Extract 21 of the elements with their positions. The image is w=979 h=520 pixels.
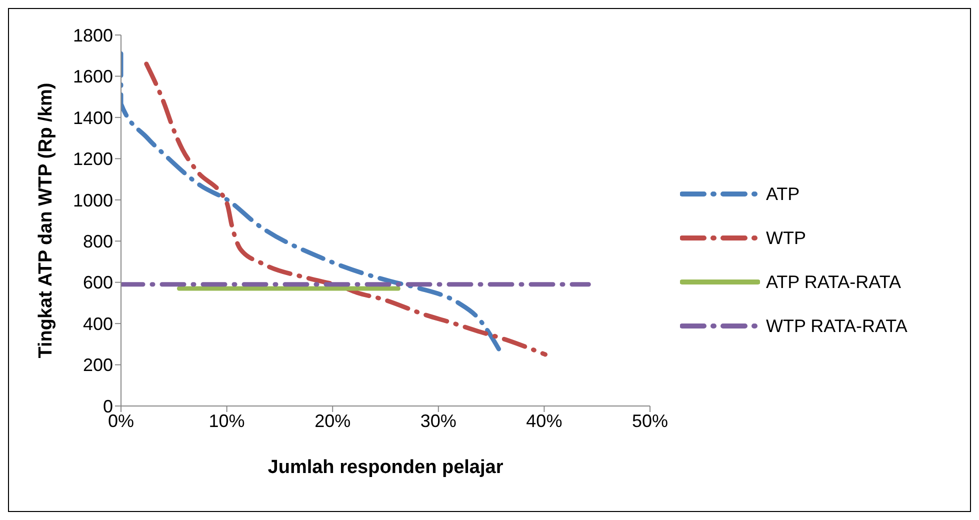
x-axis-title: Jumlah responden pelajar: [268, 457, 504, 478]
y-tick-label: 1000: [72, 190, 113, 210]
x-tick-label: 40%: [526, 410, 562, 431]
x-tick-label: 50%: [632, 410, 668, 431]
y-tick-label: 1800: [72, 25, 113, 46]
y-tick-label: 1400: [72, 108, 113, 128]
legend-label: WTP RATA-RATA: [766, 316, 908, 336]
x-tick-label: 20%: [314, 410, 351, 431]
legend-label: ATP: [766, 184, 800, 204]
y-tick-label: 1200: [72, 149, 113, 170]
y-tick-label: 1600: [72, 66, 113, 87]
x-tick-label: 10%: [208, 410, 245, 431]
line-series: [144, 62, 548, 357]
legend-label: ATP RATA-RATA: [766, 272, 902, 292]
legend-label: WTP: [766, 228, 806, 248]
y-axis-title: Tingkat ATP dan WTP (Rp /km): [36, 82, 57, 358]
y-tick-label: 800: [82, 232, 113, 252]
y-tick-label: 200: [82, 355, 113, 376]
y-tick-label: 600: [82, 272, 113, 293]
x-tick-label: 30%: [420, 410, 456, 431]
y-tick-label: 400: [82, 314, 113, 334]
